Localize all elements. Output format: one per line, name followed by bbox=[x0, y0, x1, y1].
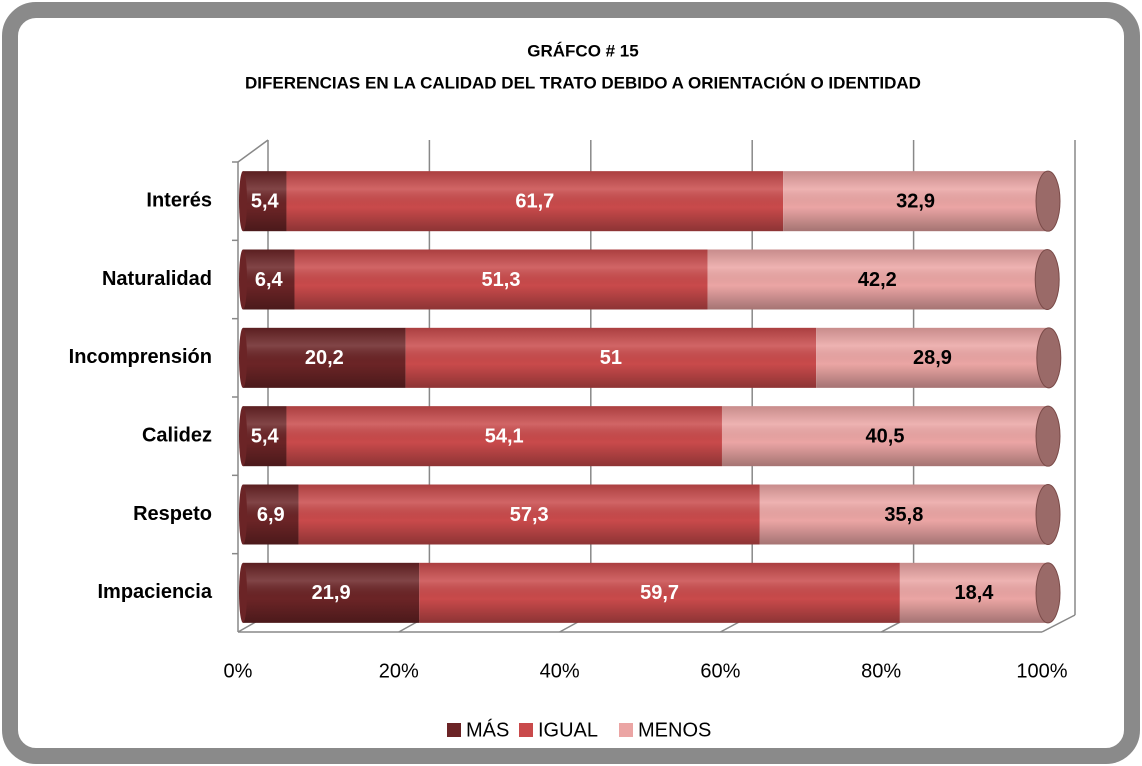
data-label: 6,4 bbox=[255, 269, 284, 291]
data-label: 18,4 bbox=[954, 582, 994, 604]
y-tick-label: Interés bbox=[146, 189, 212, 211]
bar-shade bbox=[405, 327, 817, 388]
bar-shade bbox=[286, 406, 722, 467]
bar-cap-left bbox=[239, 171, 247, 232]
bar-shade bbox=[286, 171, 784, 232]
data-label: 32,9 bbox=[896, 190, 935, 212]
data-label: 5,4 bbox=[251, 425, 280, 447]
bar-shade bbox=[294, 249, 708, 310]
bar-cap bbox=[1035, 562, 1061, 624]
y-tick-label: Respeto bbox=[133, 503, 212, 525]
bar-shade bbox=[243, 406, 287, 467]
bar-shade bbox=[243, 171, 287, 232]
bar-shade bbox=[243, 562, 420, 623]
chart-title: GRÁFCO # 15 bbox=[527, 41, 638, 60]
bar-shade bbox=[243, 327, 406, 388]
y-tick-label: Incomprensión bbox=[69, 346, 212, 368]
data-label: 20,2 bbox=[305, 347, 344, 369]
legend-swatch bbox=[519, 723, 533, 737]
bar-cap-left bbox=[239, 484, 247, 545]
legend-label: IGUAL bbox=[538, 719, 598, 741]
bar-shade bbox=[243, 249, 295, 310]
x-tick-label: 80% bbox=[861, 660, 901, 682]
data-label: 51,3 bbox=[482, 269, 521, 291]
bar-cap-left bbox=[239, 249, 247, 310]
legend-label: MÁS bbox=[466, 718, 509, 741]
bar-shade bbox=[419, 562, 900, 623]
bar-cap-left bbox=[239, 406, 247, 467]
data-label: 42,2 bbox=[858, 269, 897, 291]
y-tick-label: Naturalidad bbox=[102, 268, 212, 290]
x-tick-label: 20% bbox=[379, 660, 419, 682]
data-label: 21,9 bbox=[312, 582, 351, 604]
data-label: 59,7 bbox=[640, 582, 679, 604]
floor-line bbox=[1041, 614, 1076, 633]
bar-cap bbox=[1035, 405, 1061, 467]
legend-swatch bbox=[447, 723, 461, 737]
bar-cap-left bbox=[239, 327, 247, 388]
data-label: 54,1 bbox=[485, 425, 524, 447]
x-tick-label: 40% bbox=[540, 660, 580, 682]
x-tick-label: 100% bbox=[1016, 660, 1067, 682]
data-label: 28,9 bbox=[913, 347, 952, 369]
bar-shade bbox=[298, 484, 760, 545]
data-label: 35,8 bbox=[884, 504, 923, 526]
legend-label: MENOS bbox=[638, 719, 711, 741]
data-label: 51 bbox=[600, 347, 622, 369]
bar-cap bbox=[1034, 249, 1060, 310]
legend-swatch bbox=[619, 723, 633, 737]
bar-shade bbox=[243, 484, 299, 545]
bar-shade bbox=[899, 562, 1048, 623]
bar-shade bbox=[721, 406, 1048, 467]
y-tick-label: Calidez bbox=[142, 424, 212, 446]
x-tick-label: 0% bbox=[224, 660, 253, 682]
chart-subtitle: DIFERENCIAS EN LA CALIDAD DEL TRATO DEBI… bbox=[245, 73, 921, 92]
bar-cap-left bbox=[239, 562, 247, 623]
data-label: 6,9 bbox=[257, 504, 285, 526]
data-label: 5,4 bbox=[251, 190, 280, 212]
bar-cap bbox=[1035, 170, 1061, 232]
x-tick-label: 60% bbox=[700, 660, 740, 682]
bar-cap bbox=[1035, 484, 1061, 545]
data-label: 57,3 bbox=[510, 504, 549, 526]
data-label: 40,5 bbox=[866, 425, 905, 447]
y-tick-label: Impaciencia bbox=[97, 581, 212, 603]
data-label: 61,7 bbox=[515, 190, 554, 212]
bar-shade bbox=[759, 484, 1048, 545]
bar-shade bbox=[816, 327, 1049, 388]
bar-cap bbox=[1036, 327, 1062, 389]
bar-shade bbox=[783, 171, 1048, 232]
bar-shade bbox=[707, 249, 1048, 310]
wall-edge bbox=[237, 139, 269, 163]
